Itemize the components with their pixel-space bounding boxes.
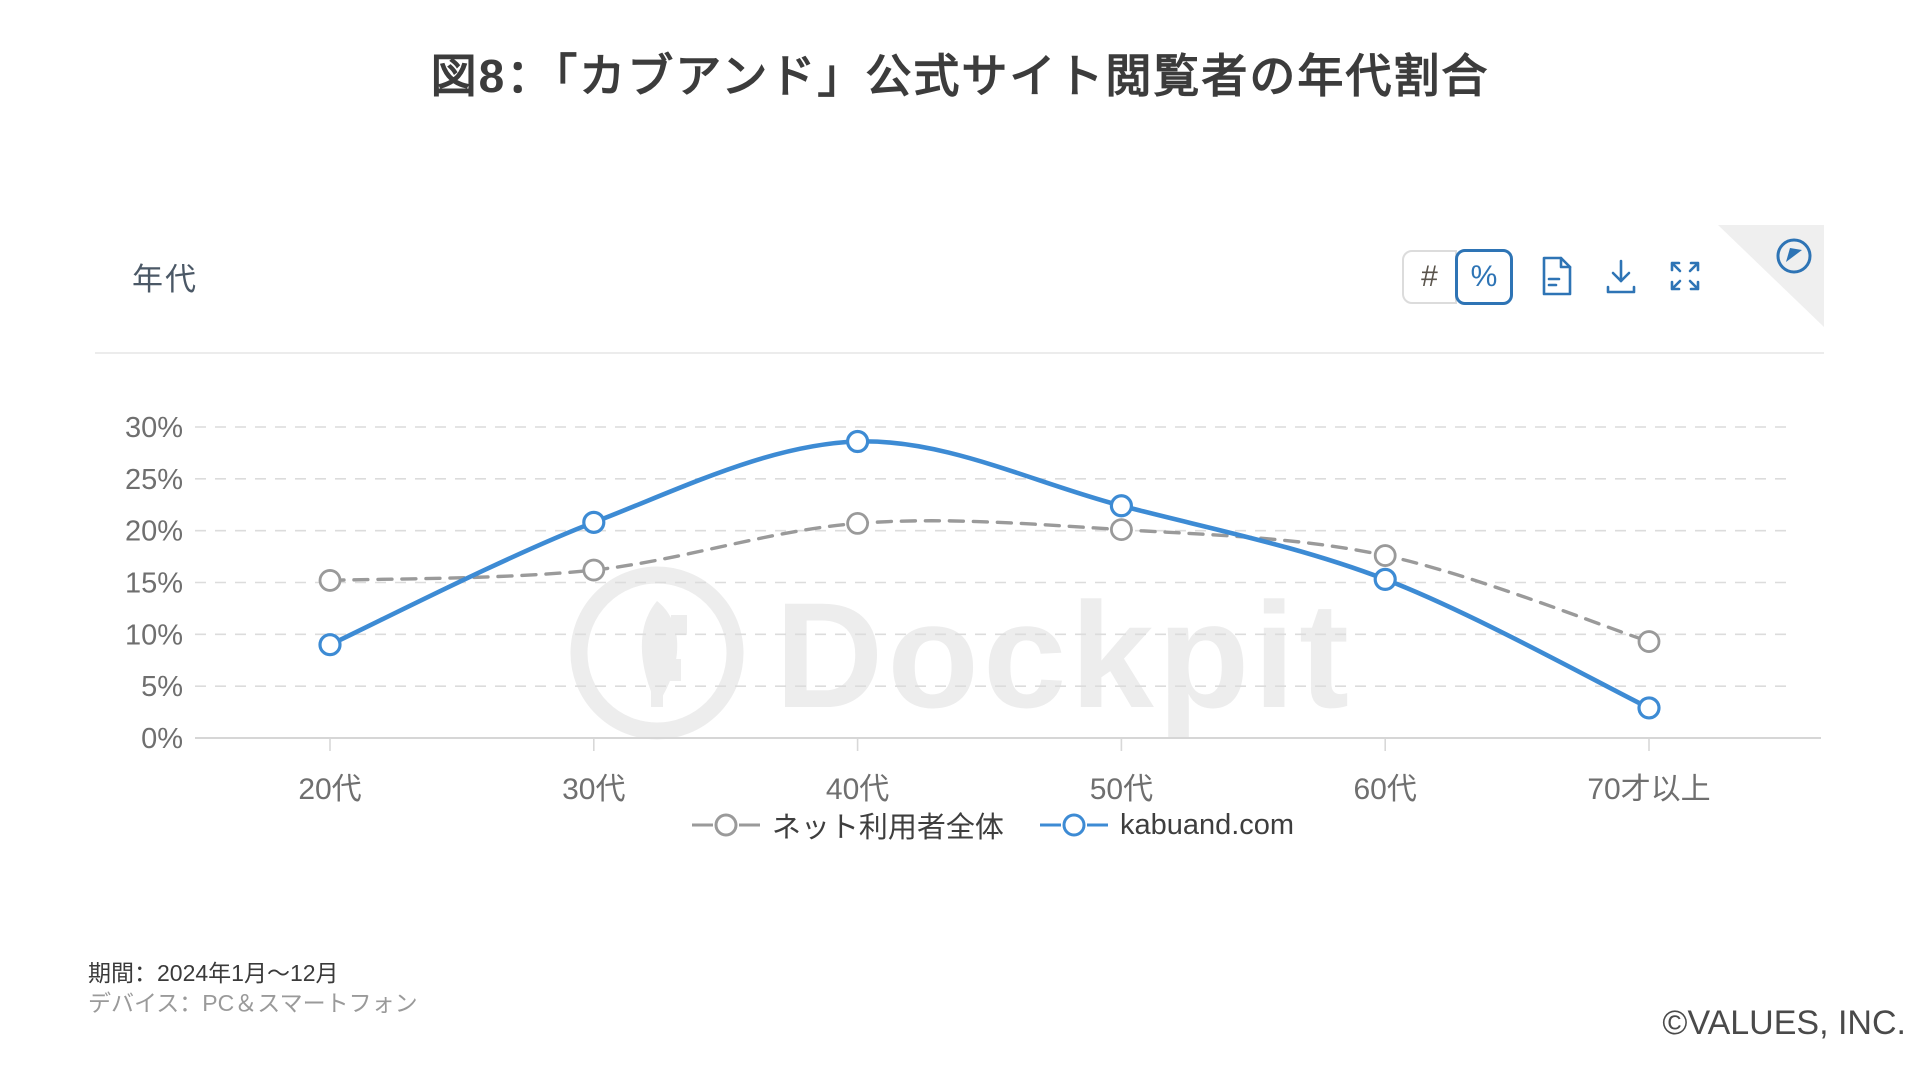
legend-label: kabuand.com bbox=[1119, 808, 1295, 841]
chart-legend: ネット利用者全体 kabuand.com bbox=[195, 804, 1791, 846]
fullscreen-button[interactable] bbox=[1665, 254, 1705, 300]
data-point[interactable] bbox=[1110, 518, 1133, 542]
chart-toolbar: # % bbox=[1402, 248, 1705, 306]
y-axis-tick-label: 25% bbox=[125, 464, 183, 496]
series-line-kabuand.com bbox=[327, 439, 1652, 711]
fullscreen-icon bbox=[1666, 257, 1704, 298]
x-axis-tick-label: 20代 bbox=[298, 773, 361, 806]
data-point[interactable] bbox=[1373, 567, 1397, 591]
page-title: 図8：「カブアンド」公式サイト閲覧者の年代割合 bbox=[430, 50, 1490, 102]
x-axis-tick-label: 70才以上 bbox=[1587, 773, 1710, 806]
legend-item-ネット利用者全体[interactable]: ネット利用者全体 bbox=[691, 804, 1004, 846]
data-point[interactable] bbox=[1109, 494, 1134, 518]
y-axis-tick-label: 30% bbox=[125, 412, 183, 444]
x-axis-tick-label: 30代 bbox=[562, 773, 625, 806]
data-point[interactable] bbox=[582, 510, 606, 534]
series-line-ネット利用者全体 bbox=[328, 519, 1651, 644]
report-icon bbox=[1539, 255, 1575, 300]
count-toggle-button[interactable]: # bbox=[1402, 250, 1457, 304]
data-point[interactable] bbox=[318, 633, 342, 657]
navigate-icon[interactable] bbox=[1774, 236, 1814, 276]
data-point[interactable] bbox=[846, 512, 869, 535]
data-point[interactable] bbox=[1637, 630, 1661, 653]
data-point[interactable] bbox=[1637, 696, 1661, 720]
period-note: 期間：2024年1月～12月 bbox=[88, 960, 339, 986]
legend-marker-icon bbox=[691, 813, 760, 837]
y-axis-tick-label: 10% bbox=[125, 619, 183, 651]
data-point[interactable] bbox=[1373, 544, 1397, 567]
percent-toggle-button[interactable]: % bbox=[1455, 249, 1513, 305]
x-axis-tick-label: 50代 bbox=[1090, 773, 1153, 806]
data-point[interactable] bbox=[318, 569, 342, 592]
report-button[interactable] bbox=[1537, 254, 1577, 300]
copyright: ©VALUES, INC. bbox=[1662, 1004, 1906, 1042]
legend-label: ネット利用者全体 bbox=[771, 812, 1004, 844]
legend-marker-icon bbox=[1039, 813, 1108, 837]
y-axis-tick-label: 0% bbox=[141, 723, 183, 755]
download-icon bbox=[1603, 255, 1639, 300]
y-axis-tick-label: 20% bbox=[125, 516, 183, 548]
panel-title: 年代 bbox=[132, 262, 198, 297]
value-mode-toggle: # % bbox=[1402, 249, 1513, 305]
data-point[interactable] bbox=[845, 429, 870, 454]
y-axis-tick-label: 15% bbox=[125, 567, 183, 599]
x-axis-tick-label: 60代 bbox=[1354, 773, 1417, 806]
device-note: デバイス：PC＆スマートフォン bbox=[88, 990, 418, 1016]
y-axis-tick-label: 5% bbox=[141, 671, 183, 703]
footer-notes: 期間：2024年1月～12月 デバイス：PC＆スマートフォン bbox=[88, 958, 418, 1018]
data-point[interactable] bbox=[582, 558, 606, 582]
x-axis-tick-label: 40代 bbox=[826, 773, 889, 806]
header-divider bbox=[95, 352, 1824, 354]
legend-item-kabuand.com[interactable]: kabuand.com bbox=[1039, 808, 1295, 842]
download-button[interactable] bbox=[1601, 254, 1641, 300]
